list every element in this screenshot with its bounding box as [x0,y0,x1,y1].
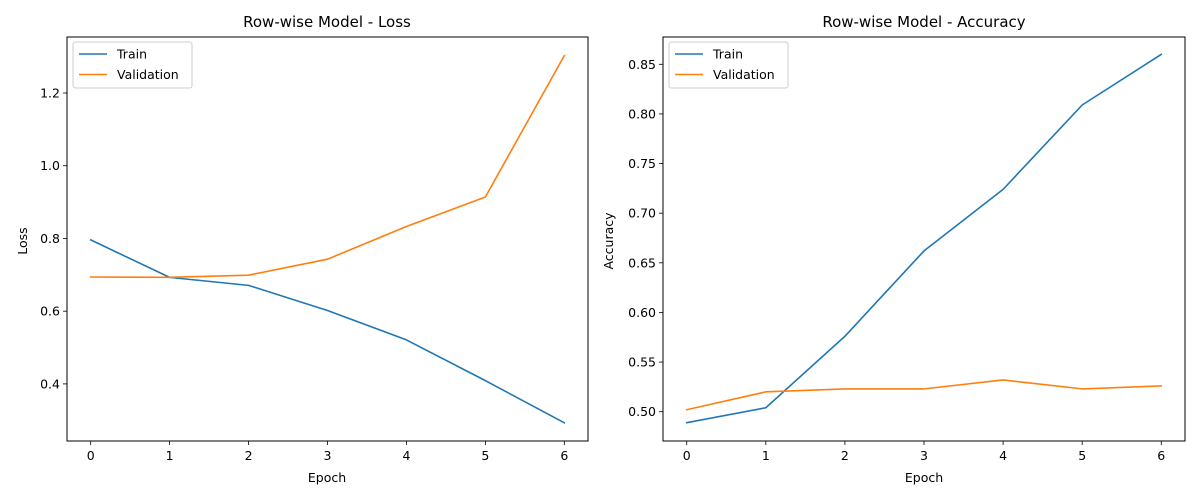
x-axis: 0 1 2 3 4 5 6 [87,441,568,463]
chart-title: Row-wise Model - Accuracy [822,13,1025,31]
x-tick-label: 3 [324,448,332,463]
plot-area-frame [662,36,1186,442]
legend: Train Validation [72,41,193,89]
series-line-validation [685,379,1163,411]
y-tick-label: 0.80 [628,106,656,121]
chart-title: Row-wise Model - Loss [243,13,411,31]
x-tick-label: 0 [683,448,691,463]
series-line-train [685,53,1163,424]
legend: Train Validation [668,41,789,89]
y-tick-label: 0.8 [40,231,60,246]
x-tick-label: 5 [481,448,489,463]
x-tick-label: 3 [920,448,928,463]
y-tick-label: 0.4 [40,376,60,391]
series-line-validation [89,54,566,279]
y-tick-label: 0.55 [628,355,656,370]
x-tick-label: 1 [166,448,174,463]
y-tick-label: 0.50 [628,404,656,419]
y-axis: 0.50 0.55 0.60 0.65 0.70 0.75 0.80 0.85 [628,57,663,419]
legend-label: Train [116,47,147,62]
x-tick-label: 1 [762,448,770,463]
x-tick-label: 4 [402,448,410,463]
y-axis-label: Accuracy [601,212,616,270]
y-tick-label: 0.85 [628,57,656,72]
y-tick-label: 0.60 [628,305,656,320]
x-axis-label: Epoch [308,470,346,485]
plot-lines [685,53,1163,424]
legend-label: Validation [117,67,179,82]
x-tick-label: 5 [1078,448,1086,463]
x-tick-label: 2 [841,448,849,463]
loss-chart: Row-wise Model - Loss 0 1 2 3 4 5 6 0.4 0.6 0.8 1… [15,13,589,485]
x-tick-label: 6 [1157,448,1165,463]
plot-area-frame [66,36,589,442]
legend-label: Validation [713,67,775,82]
legend-label: Train [712,47,743,62]
x-tick-label: 6 [560,448,568,463]
x-axis: 0 1 2 3 4 5 6 [683,441,1165,463]
y-tick-label: 0.6 [40,304,60,319]
x-tick-label: 4 [999,448,1007,463]
y-axis: 0.4 0.6 0.8 1.0 1.2 [40,86,67,391]
x-axis-label: Epoch [905,470,943,485]
y-tick-label: 1.0 [40,158,60,173]
y-tick-label: 0.75 [628,156,656,171]
x-tick-label: 2 [245,448,253,463]
y-axis-label: Loss [15,227,30,254]
y-tick-label: 1.2 [40,86,60,101]
y-tick-label: 0.65 [628,255,656,270]
plot-lines [89,54,566,424]
x-tick-label: 0 [87,448,95,463]
y-tick-label: 0.70 [628,206,656,221]
